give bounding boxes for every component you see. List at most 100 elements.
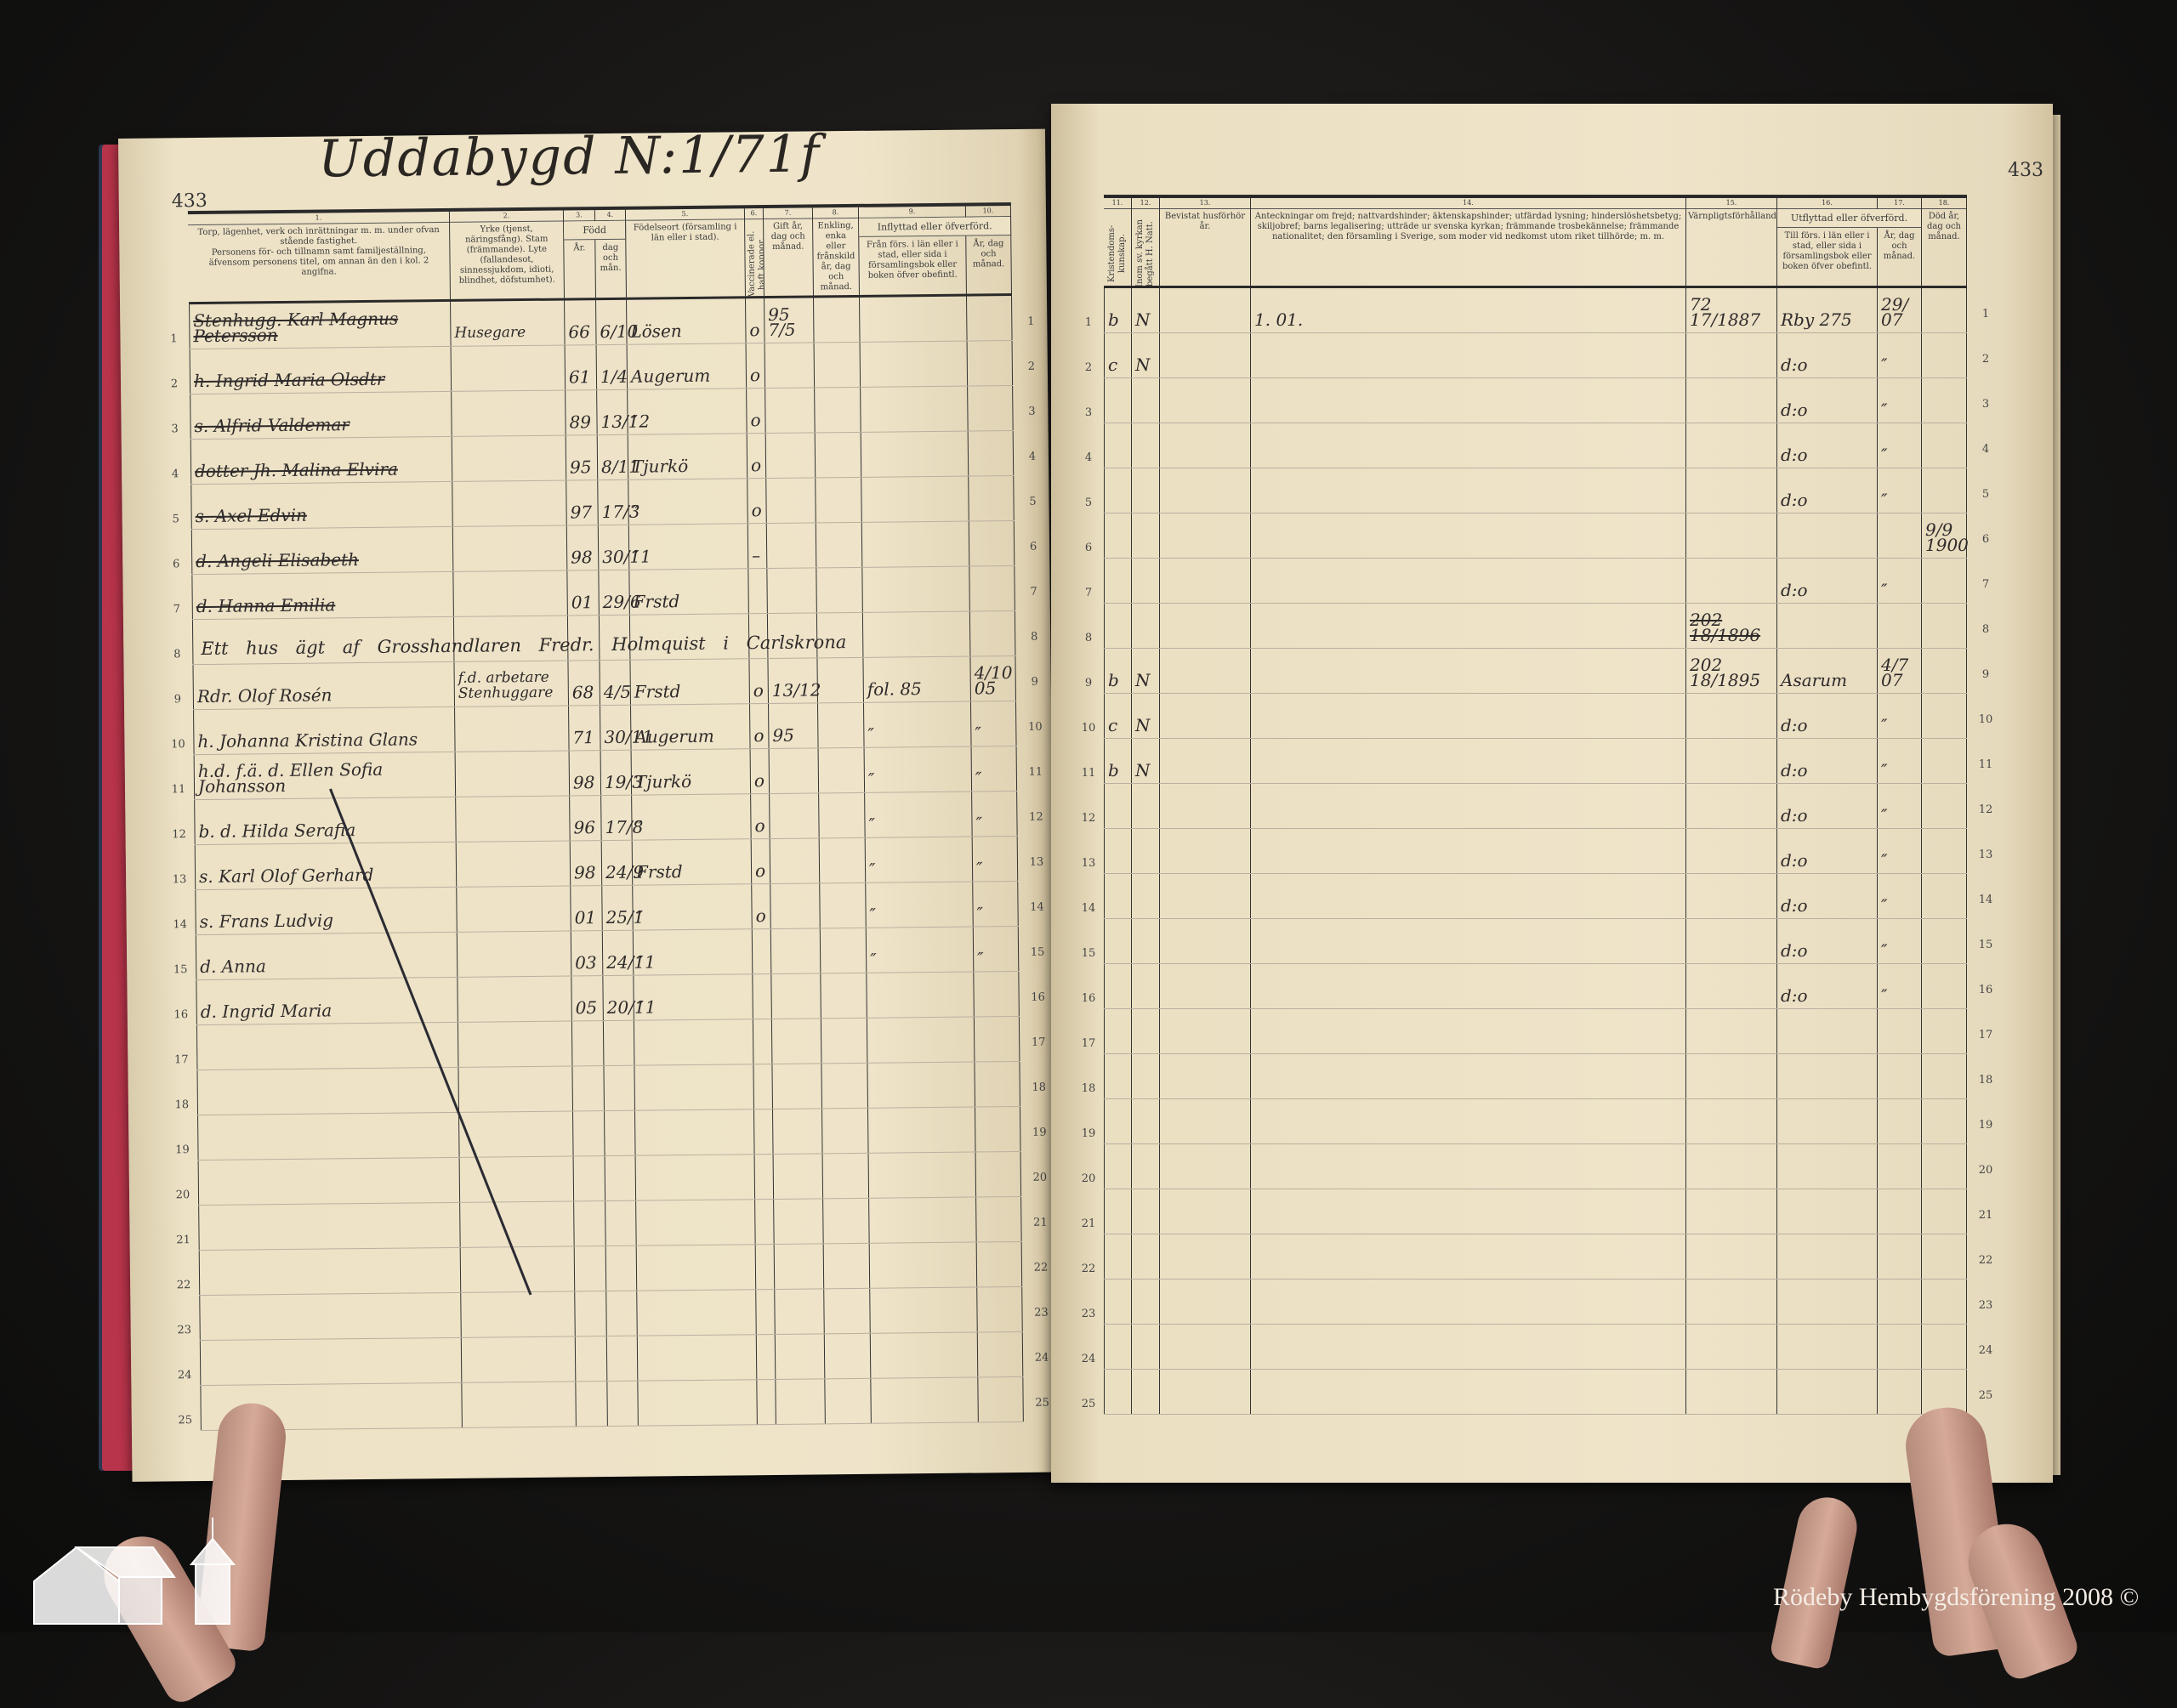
table-cell bbox=[1251, 423, 1686, 468]
table-cell bbox=[1922, 874, 1967, 918]
table-cell: Rdr. Olof Rosén bbox=[192, 661, 456, 710]
table-cell: h.d. f.ä. d. Ellen Sofia Johansson bbox=[193, 752, 457, 800]
table-cell bbox=[1777, 1144, 1878, 1189]
row-number-right: 23 bbox=[1978, 1299, 1993, 1312]
table-row: b N 202 18/1895 Asarum 4/7 07 9 9 bbox=[1085, 649, 1989, 694]
table-cell bbox=[1922, 1280, 1967, 1324]
table-cell bbox=[603, 1020, 635, 1066]
table-cell bbox=[1160, 874, 1251, 918]
table-cell bbox=[1251, 784, 1686, 828]
row-number-right: 3 bbox=[1028, 405, 1036, 418]
table-cell bbox=[635, 1109, 755, 1155]
table-cell: ″ bbox=[1878, 739, 1922, 783]
table-cell: d:o bbox=[1777, 423, 1878, 468]
table-cell bbox=[818, 702, 865, 748]
table-row: 20 20 bbox=[1082, 1144, 1992, 1189]
table-cell: Stenhugg. Karl Magnus Petersson bbox=[189, 301, 452, 349]
table-cell bbox=[458, 1066, 574, 1112]
row-number-right: 19 bbox=[1978, 1119, 1993, 1132]
table-cell bbox=[1686, 1234, 1777, 1279]
header-col-number: 3. bbox=[563, 210, 595, 222]
table-cell: ″ bbox=[865, 837, 974, 882]
table-cell bbox=[1104, 468, 1132, 513]
table-cell: 30/11 bbox=[598, 525, 651, 570]
row-number-left: 25 bbox=[178, 1414, 193, 1427]
table-cell bbox=[197, 1157, 461, 1206]
row-number-left: 25 bbox=[1081, 1398, 1096, 1410]
table-cell bbox=[1922, 559, 1967, 603]
table-cell bbox=[776, 1379, 826, 1424]
row-number-left: 23 bbox=[1081, 1308, 1096, 1320]
table-cell bbox=[460, 1246, 576, 1292]
row-number-left: 3 bbox=[171, 423, 179, 436]
table-cell bbox=[575, 1291, 607, 1336]
table-cell bbox=[1686, 468, 1777, 513]
table-cell: ″ bbox=[633, 929, 753, 975]
table-cell bbox=[605, 1155, 637, 1201]
row-number-right: 3 bbox=[1981, 398, 1990, 411]
table-cell bbox=[462, 1382, 577, 1427]
table-cell bbox=[1104, 874, 1132, 918]
table-row: 19 19 bbox=[1082, 1099, 1992, 1144]
table-cell bbox=[860, 296, 968, 342]
table-row: 25 25 bbox=[1082, 1370, 1992, 1415]
table-cell: 03 bbox=[571, 931, 604, 976]
watermark-credit: Rödeby Hembygdsförening 2008 © bbox=[1773, 1583, 2140, 1611]
table-cell bbox=[1251, 694, 1686, 738]
row-number-right: 17 bbox=[1031, 1036, 1046, 1049]
table-cell bbox=[814, 342, 861, 388]
table-cell bbox=[1104, 1280, 1132, 1324]
table-cell bbox=[1104, 784, 1132, 828]
table-cell bbox=[453, 570, 568, 616]
table-cell bbox=[1777, 1009, 1878, 1053]
table-cell bbox=[1878, 1280, 1922, 1324]
table-row: 202 18/1896 8 8 bbox=[1085, 604, 1989, 649]
table-cell bbox=[968, 385, 1014, 431]
table-cell bbox=[1251, 378, 1686, 423]
header-col-text: Yrke (tjenst, näringsfång). Stam (främma… bbox=[458, 224, 555, 286]
row-number-right: 21 bbox=[1033, 1216, 1048, 1229]
header-col-number: 10. bbox=[965, 206, 1011, 218]
table-cell bbox=[1160, 468, 1251, 513]
table-cell: ″ bbox=[1878, 784, 1922, 828]
table-cell bbox=[605, 1246, 638, 1291]
row-number-right: 19 bbox=[1032, 1126, 1047, 1139]
table-cell: ″ bbox=[1878, 874, 1922, 918]
table-cell bbox=[975, 1106, 1021, 1152]
row-number-right: 5 bbox=[1029, 495, 1037, 508]
left-page: Uddabygd N:1/71f 433 Född Inflyttad elle… bbox=[118, 124, 1060, 1482]
table-cell bbox=[1686, 423, 1777, 468]
table-cell: d. Anna bbox=[195, 932, 458, 980]
table-cell: ″ bbox=[628, 389, 747, 434]
table-cell bbox=[1922, 1189, 1967, 1234]
table-cell bbox=[1104, 423, 1132, 468]
table-cell bbox=[637, 1335, 758, 1381]
table-cell bbox=[770, 883, 821, 929]
row-number-right: 2 bbox=[1027, 360, 1036, 373]
table-cell bbox=[1132, 423, 1160, 468]
row-number-left: 9 bbox=[173, 693, 182, 706]
table-cell: b bbox=[1104, 649, 1132, 693]
header-col-1: 1. Torp, lägenhet, verk och inrättningar … bbox=[187, 211, 451, 303]
table-cell: ″ bbox=[866, 882, 974, 928]
table-cell bbox=[1160, 1054, 1251, 1098]
table-cell bbox=[1686, 874, 1777, 918]
table-cell bbox=[1160, 1325, 1251, 1369]
table-cell bbox=[766, 478, 816, 524]
table-cell bbox=[197, 1112, 460, 1160]
table-cell bbox=[976, 1241, 1023, 1287]
table-cell: o bbox=[746, 343, 766, 389]
table-cell bbox=[1922, 1325, 1967, 1369]
table-cell bbox=[1104, 1370, 1132, 1414]
row-number-right: 1 bbox=[1981, 308, 1990, 321]
table-cell bbox=[1922, 604, 1967, 648]
page-title-handwritten: Uddabygd N:1/71f bbox=[317, 124, 821, 190]
row-number-right: 16 bbox=[1978, 984, 1993, 996]
left-table-body: Stenhugg. Karl Magnus Petersson Husegare 6… bbox=[170, 296, 1049, 1432]
table-cell bbox=[575, 1336, 608, 1382]
row-number-right: 5 bbox=[1981, 488, 1990, 501]
table-cell bbox=[1922, 694, 1967, 738]
table-cell bbox=[769, 748, 820, 794]
table-cell: 98 bbox=[566, 525, 600, 570]
row-number-left: 6 bbox=[173, 558, 180, 571]
